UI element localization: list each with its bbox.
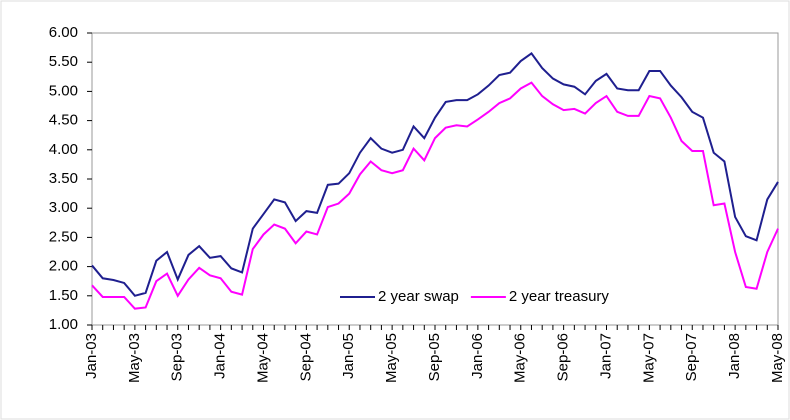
line-series: [91, 52, 779, 297]
x-tick-label: Jan-04: [212, 333, 229, 379]
x-tick-label: Jan-05: [340, 333, 357, 379]
legend-label: 2 year swap: [378, 288, 459, 305]
y-tick-label: 2.50: [49, 228, 78, 245]
x-tick-label: Jan-07: [597, 333, 614, 379]
y-tick-label: 3.00: [49, 199, 78, 216]
x-tick-label: May-03: [126, 333, 143, 383]
x-tick-label: Sep-07: [683, 333, 700, 381]
x-tick-label: Sep-03: [169, 333, 186, 381]
x-tick-label: May-04: [254, 333, 271, 383]
y-tick-label: 5.50: [49, 53, 78, 70]
y-tick-label: 5.00: [49, 82, 78, 99]
x-tick-label: May-05: [383, 333, 400, 383]
y-tick-label: 2.00: [49, 258, 78, 275]
x-tick-label: May-06: [512, 333, 529, 383]
x-tick-label: May-07: [640, 333, 657, 383]
y-tick-label: 6.00: [49, 24, 78, 41]
x-tick-label: Jan-03: [83, 333, 100, 379]
y-tick-label: 1.50: [49, 287, 78, 304]
line-series: [91, 81, 779, 310]
x-tick-label: Sep-04: [297, 333, 314, 381]
y-tick-label: 4.00: [49, 141, 78, 158]
x-tick-label: May-08: [769, 333, 786, 383]
y-tick-label: 3.50: [49, 170, 78, 187]
x-tick-label: Jan-08: [726, 333, 743, 379]
x-tick-label: Sep-05: [426, 333, 443, 381]
y-tick-label: 4.50: [49, 112, 78, 129]
legend-label: 2 year treasury: [509, 288, 610, 305]
x-tick-label: Jan-06: [469, 333, 486, 379]
x-tick-label: Sep-06: [555, 333, 572, 381]
y-tick-label: 1.00: [49, 316, 78, 333]
